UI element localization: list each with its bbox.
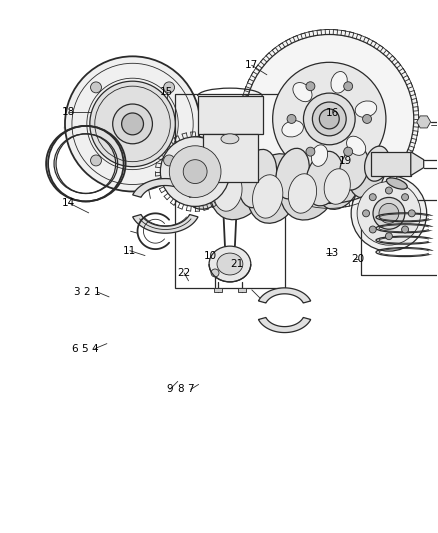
Bar [371,152,411,175]
Text: 9: 9 [166,384,173,394]
Text: 13: 13 [325,248,339,259]
Text: 16: 16 [325,108,339,118]
Circle shape [160,137,230,206]
Circle shape [113,104,152,144]
Ellipse shape [282,120,304,137]
Text: 11: 11 [123,246,136,256]
Text: 6: 6 [71,344,78,353]
Text: 10: 10 [204,251,217,261]
Circle shape [90,81,175,167]
Circle shape [170,146,221,197]
Circle shape [183,160,207,183]
Circle shape [369,193,376,200]
Circle shape [65,56,200,191]
Text: 21: 21 [230,259,243,269]
Ellipse shape [239,149,277,208]
Circle shape [91,82,102,93]
Circle shape [379,204,399,223]
Circle shape [385,187,392,194]
Circle shape [312,102,346,136]
Circle shape [319,109,339,129]
Ellipse shape [293,83,312,102]
Ellipse shape [288,174,317,213]
Circle shape [287,115,296,124]
Circle shape [304,93,355,145]
Ellipse shape [306,151,343,206]
Ellipse shape [63,119,202,137]
Ellipse shape [324,169,350,204]
Ellipse shape [280,151,339,220]
Text: 18: 18 [62,107,75,117]
Polygon shape [133,214,198,233]
Polygon shape [411,152,424,175]
Circle shape [211,269,219,277]
Text: 15: 15 [160,87,173,96]
Ellipse shape [339,147,369,190]
Polygon shape [258,318,311,333]
Bar [233,119,243,124]
Circle shape [369,226,376,233]
Ellipse shape [210,147,270,220]
Circle shape [91,155,102,166]
Text: 2: 2 [83,287,90,297]
Circle shape [363,210,370,217]
Text: 5: 5 [81,344,88,353]
Text: 17: 17 [245,60,258,70]
Text: 14: 14 [62,198,75,208]
Bar [203,134,258,182]
Bar [198,96,263,134]
Ellipse shape [348,143,386,198]
Ellipse shape [331,71,347,93]
Circle shape [164,155,175,166]
Circle shape [273,62,386,175]
Polygon shape [133,179,198,197]
Ellipse shape [276,148,309,199]
Circle shape [240,29,419,208]
Ellipse shape [311,145,328,166]
Circle shape [164,82,175,93]
Circle shape [306,82,315,91]
Ellipse shape [174,136,212,191]
Ellipse shape [364,146,389,181]
Circle shape [385,233,392,240]
Polygon shape [417,116,431,128]
Ellipse shape [217,253,243,275]
Ellipse shape [355,101,377,117]
Text: 22: 22 [177,268,191,278]
Ellipse shape [316,148,363,209]
Text: 3: 3 [73,287,80,297]
Ellipse shape [214,172,242,211]
Bar [238,288,246,292]
Ellipse shape [206,145,240,192]
Text: 8: 8 [177,384,184,394]
Ellipse shape [253,175,283,218]
Bar [361,200,438,275]
Text: 4: 4 [92,344,98,353]
Bar [175,94,285,288]
Circle shape [373,197,405,229]
Circle shape [402,193,409,200]
Circle shape [344,82,353,91]
Text: 20: 20 [352,254,365,263]
Circle shape [122,113,144,135]
Ellipse shape [183,142,233,209]
Circle shape [351,175,427,251]
Ellipse shape [247,154,302,223]
Circle shape [357,182,421,245]
Ellipse shape [386,178,407,189]
Ellipse shape [221,134,239,144]
Circle shape [306,147,315,156]
Circle shape [344,147,353,156]
Text: 7: 7 [187,384,194,394]
Polygon shape [258,288,311,303]
Ellipse shape [346,136,366,155]
Text: 19: 19 [339,156,352,166]
Circle shape [363,115,371,124]
Bar [214,288,222,292]
Text: 1: 1 [94,287,100,297]
Ellipse shape [209,246,251,282]
Circle shape [402,226,409,233]
Circle shape [408,210,415,217]
